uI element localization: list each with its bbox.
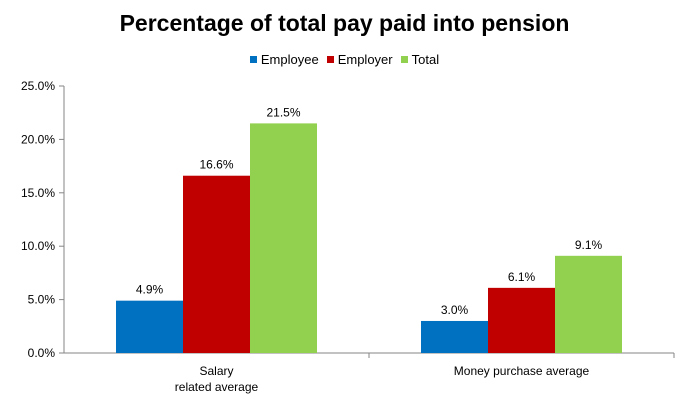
data-label: 9.1% bbox=[575, 238, 603, 252]
y-tick-label: 15.0% bbox=[21, 186, 55, 200]
x-category-label: Money purchase average bbox=[454, 364, 590, 378]
y-tick-label: 0.0% bbox=[28, 346, 56, 360]
legend-swatch bbox=[249, 56, 257, 63]
y-tick-label: 25.0% bbox=[21, 79, 55, 93]
x-category-label: Salary bbox=[199, 364, 233, 378]
bar-employer bbox=[488, 287, 555, 353]
legend-entry-employer: Employer bbox=[326, 52, 393, 67]
legend-swatch bbox=[326, 56, 334, 63]
bar-employee bbox=[116, 300, 183, 353]
legend-entry-total: Total bbox=[400, 52, 440, 67]
data-label: 6.1% bbox=[508, 270, 536, 284]
data-label: 4.9% bbox=[136, 283, 164, 297]
legend: Employee Employer Total bbox=[0, 52, 689, 67]
data-label: 3.0% bbox=[441, 303, 469, 317]
legend-label: Employer bbox=[337, 52, 393, 67]
legend-label: Employee bbox=[260, 52, 319, 67]
chart-title: Percentage of total pay paid into pensio… bbox=[119, 10, 570, 36]
y-tick-label: 10.0% bbox=[21, 239, 55, 253]
x-category-label: related average bbox=[175, 380, 259, 394]
bar-employee bbox=[421, 320, 488, 353]
y-tick-label: 5.0% bbox=[28, 293, 56, 307]
legend-label: Total bbox=[411, 52, 440, 67]
y-tick-label: 20.0% bbox=[21, 132, 55, 146]
bar-employer bbox=[183, 175, 250, 353]
data-label: 16.6% bbox=[199, 158, 233, 172]
data-label: 21.5% bbox=[266, 105, 300, 119]
bar-total bbox=[250, 123, 317, 353]
legend-swatch bbox=[400, 56, 408, 63]
legend-entry-employee: Employee bbox=[249, 52, 319, 67]
bar-total bbox=[555, 255, 622, 353]
